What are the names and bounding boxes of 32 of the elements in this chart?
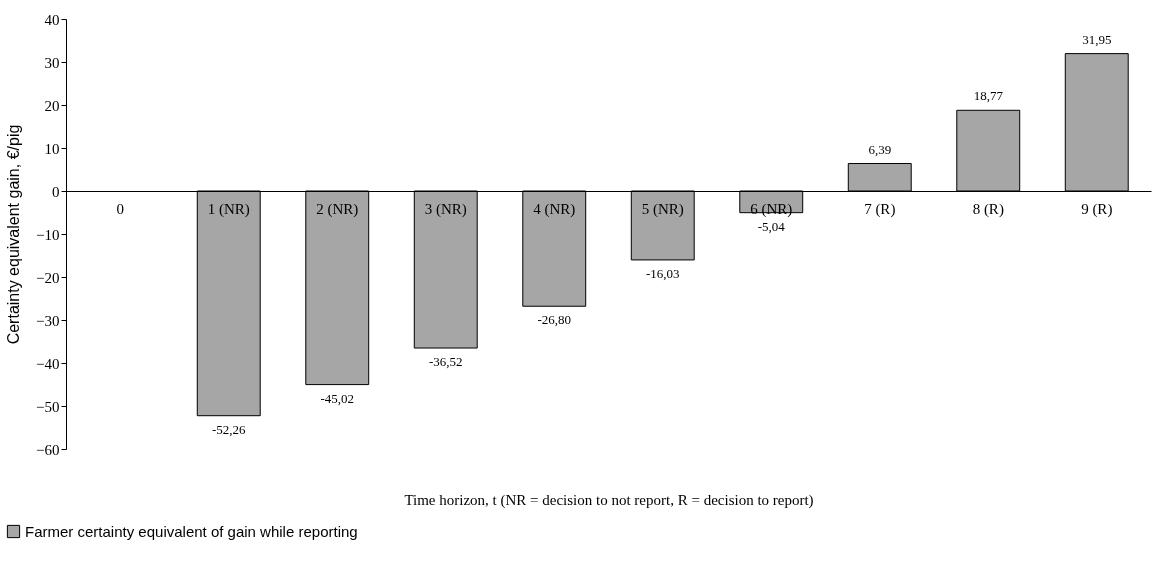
data-label: -45,02 [320, 390, 355, 406]
y-tick-label: 30 [44, 54, 60, 71]
legend-label: Farmer certainty equivalent of gain while reporting [25, 522, 358, 540]
data-label: -52,26 [211, 421, 247, 437]
x-tick-label: 4 (NR) [533, 200, 576, 218]
x-tick-label: 3 (NR) [424, 200, 467, 218]
data-label: 31,95 [1082, 31, 1112, 47]
x-tick-label: 8 (R) [972, 200, 1004, 218]
y-tick-label: 10 [44, 140, 60, 157]
y-tick-label: −20 [36, 269, 60, 286]
x-tick-label: 5 (NR) [641, 200, 684, 218]
y-tick-label: 40 [44, 11, 60, 28]
x-tick-label: 9 (R) [1081, 200, 1113, 218]
data-label: 6,39 [868, 141, 892, 157]
data-label: -36,52 [428, 354, 463, 370]
x-tick-label: 1 (NR) [207, 200, 250, 218]
y-tick-label: 20 [44, 97, 60, 114]
y-axis-title: Certainty equivalent gain, €/pig [5, 124, 23, 345]
data-label: 18,77 [973, 88, 1004, 104]
y-tick-label: 0 [52, 183, 60, 200]
data-label: -26,80 [537, 312, 572, 328]
x-tick-label: 2 (NR) [316, 200, 359, 218]
y-tick-label: −30 [36, 312, 60, 329]
x-axis-title: Time horizon, t (NR = decision to not report, R = decision to report) [404, 491, 814, 509]
y-tick-label: −10 [36, 226, 60, 243]
y-tick-label: −50 [36, 398, 60, 415]
x-tick-label: 7 (R) [864, 200, 896, 218]
y-tick-label: −40 [36, 355, 60, 372]
data-label: -5,04 [757, 218, 786, 234]
x-tick-label: 0 [116, 200, 124, 217]
data-label: -16,03 [645, 265, 680, 281]
y-tick-label: −60 [36, 441, 60, 458]
